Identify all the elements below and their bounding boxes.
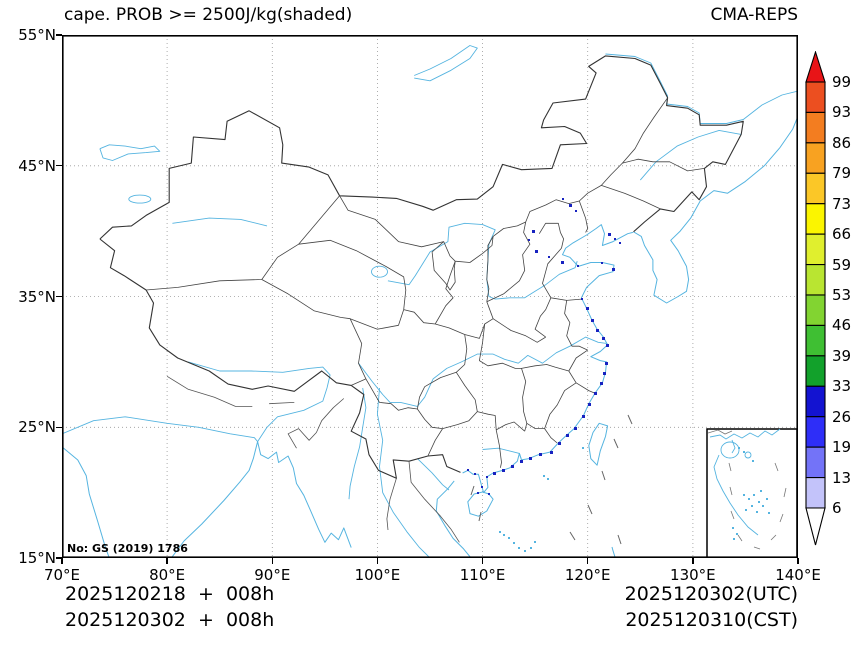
colorbar-segment — [805, 294, 826, 326]
figure-title: cape. PROB >= 2500J/kg(shaded) — [64, 5, 353, 25]
init-time-line2: 2025120302 + 008h — [65, 609, 275, 631]
colorbar-tick-label: 79 — [832, 164, 852, 183]
colorbar-segment — [805, 203, 826, 235]
colorbar-tick-label: 99 — [832, 73, 852, 91]
x-axis-tick — [61, 558, 63, 564]
x-axis-tick — [797, 558, 799, 564]
colorbar-tick-label: 13 — [832, 468, 852, 487]
colorbar-segment — [805, 172, 826, 205]
colorbar-tick-label: 73 — [832, 194, 852, 213]
colorbar-segment — [805, 111, 826, 144]
x-axis-tick — [376, 558, 379, 564]
y-axis-tick-label: 25°N — [18, 418, 56, 437]
colorbar-tick-label: 6 — [832, 499, 842, 517]
colorbar-segment — [805, 446, 826, 479]
national-border — [99, 55, 744, 479]
foreign-borders — [166, 375, 460, 543]
y-axis-tick — [56, 295, 62, 298]
x-axis-tick-label: 110°E — [459, 566, 506, 584]
x-axis-tick-label: 80°E — [149, 566, 186, 584]
colorbar-segment — [805, 355, 826, 387]
colorbar-segment — [805, 233, 826, 266]
x-axis-tick-label: 90°E — [254, 566, 291, 584]
colorbar-tick-label: 53 — [832, 286, 852, 304]
model-name-label: CMA-REPS — [710, 5, 798, 25]
colorbar-segment — [805, 142, 826, 174]
map-gridlines — [62, 35, 798, 558]
x-axis-tick-label: 130°E — [670, 566, 716, 584]
y-axis-tick-label: 45°N — [18, 156, 56, 175]
init-time-line1: 2025120218 + 008h — [65, 583, 275, 605]
colorbar-tick-label: 39 — [832, 346, 852, 365]
map-license-note: No: GS (2019) 1786 — [67, 542, 188, 555]
offshore-islands — [499, 447, 584, 552]
dashed-boundary-segments — [470, 414, 633, 545]
valid-time-label: 2025120302(UTC) 2025120310(CST) — [625, 581, 798, 633]
plot-border — [62, 35, 798, 558]
colorbar-tick-label: 59 — [832, 255, 852, 274]
y-axis-tick — [56, 426, 62, 428]
x-axis-tick — [166, 558, 168, 564]
colorbar-segment — [805, 264, 826, 296]
y-axis-tick — [56, 165, 62, 167]
colorbar-tick-label: 19 — [832, 438, 852, 457]
colorbar-tick-label: 46 — [832, 316, 852, 335]
y-axis-tick-label: 35°N — [18, 287, 56, 306]
province-borders — [146, 97, 705, 468]
init-time-label: 2025120218 + 008h 2025120302 + 008h — [65, 581, 274, 633]
china-map-svg — [62, 35, 798, 558]
colorbar-segment — [805, 385, 826, 418]
south-china-sea-inset — [706, 428, 798, 558]
x-axis-tick — [692, 558, 694, 564]
colorbar-segment — [805, 477, 826, 509]
map-plot-area — [62, 35, 798, 558]
valid-time-cst: 2025120310(CST) — [625, 609, 798, 631]
x-axis-tick — [271, 558, 273, 564]
x-axis-tick — [587, 558, 589, 564]
x-axis-tick-label: 70°E — [43, 566, 81, 584]
colorbar-scale — [805, 51, 826, 546]
colorbar-segment — [805, 416, 826, 448]
y-axis-tick-label: 55°N — [18, 26, 56, 44]
y-axis-tick-label: 15°N — [18, 549, 56, 567]
rivers-lakes — [62, 45, 798, 558]
colorbar-tick-label: 93 — [832, 103, 852, 122]
cape-probability-shading — [467, 198, 750, 495]
x-axis-tick-label: 120°E — [564, 566, 611, 584]
y-axis-tick — [56, 557, 62, 559]
valid-time-utc: 2025120302(UTC) — [624, 583, 798, 605]
x-axis-tick-label: 140°E — [775, 566, 821, 584]
colorbar-segment — [805, 81, 826, 113]
y-axis-tick — [56, 34, 62, 36]
colorbar-tick-label: 86 — [832, 133, 852, 152]
x-axis-tick-label: 100°E — [354, 566, 401, 584]
x-axis-tick — [481, 558, 484, 564]
colorbar-tick-label: 66 — [832, 225, 852, 244]
colorbar-tick-label: 26 — [832, 407, 852, 426]
colorbar-tick-label: 33 — [832, 377, 852, 396]
colorbar-segment — [805, 324, 826, 357]
coastlines — [62, 115, 798, 558]
